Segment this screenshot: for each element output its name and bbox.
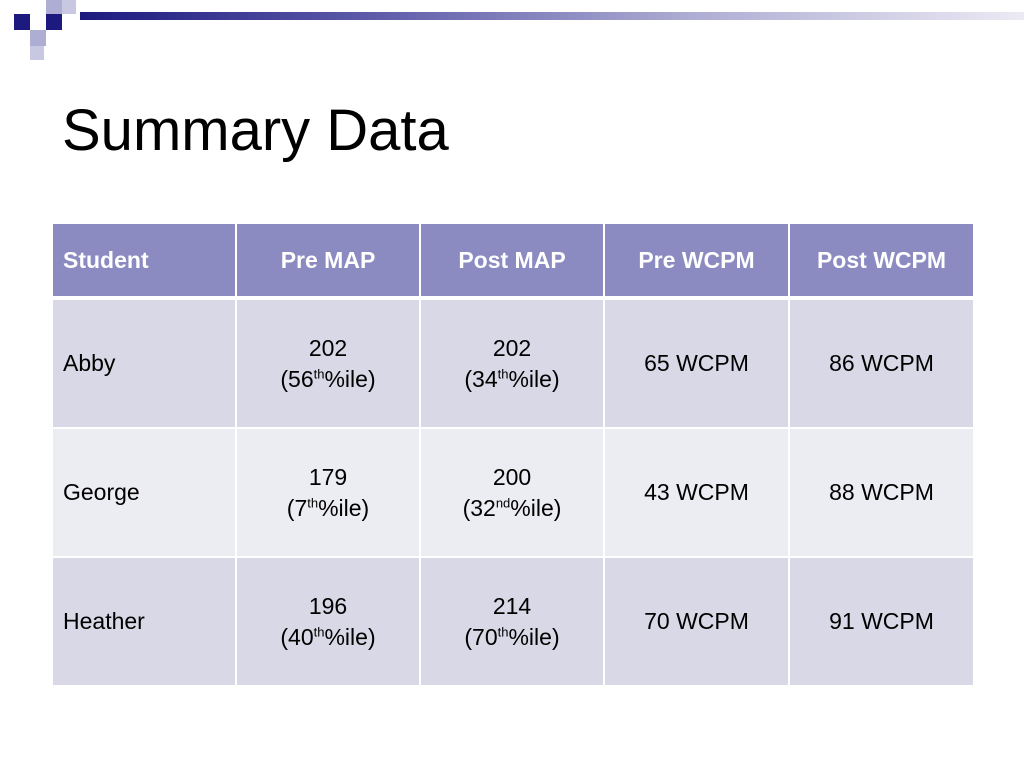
header-post-map: Post MAP (419, 222, 605, 299)
pre-map-percentile: (7th%ile) (286, 494, 370, 521)
top-gradient-bar (80, 12, 1024, 20)
slide-title: Summary Data (62, 98, 449, 163)
post-map-percentile: (34th%ile) (464, 365, 560, 392)
post-wcpm-cell: 86 WCPM (788, 297, 975, 429)
header-pre-map: Pre MAP (235, 222, 421, 299)
post-map-cell: 200 (32nd%ile) (419, 427, 605, 558)
post-wcpm-cell: 88 WCPM (788, 427, 975, 558)
post-map-score: 214 (492, 592, 532, 619)
post-map-percentile: (32nd%ile) (462, 494, 562, 521)
pre-map-cell: 196 (40th%ile) (235, 556, 421, 687)
pre-map-percentile: (40th%ile) (280, 623, 376, 650)
decorative-squares-banner (0, 0, 1024, 70)
deco-square (30, 46, 44, 60)
student-name: Abby (51, 297, 237, 429)
pre-map-percentile: (56th%ile) (280, 365, 376, 392)
pre-map-score: 196 (308, 592, 348, 619)
pre-wcpm-cell: 65 WCPM (603, 297, 790, 429)
header-student: Student (51, 222, 237, 299)
table-header-row: Student Pre MAP Post MAP Pre WCPM Post W… (51, 222, 975, 299)
pre-map-score: 202 (308, 334, 348, 361)
header-post-wcpm: Post WCPM (788, 222, 975, 299)
deco-square (14, 14, 30, 30)
deco-square (30, 30, 46, 46)
post-map-cell: 202 (34th%ile) (419, 297, 605, 429)
student-name: George (51, 427, 237, 558)
pre-map-cell: 202 (56th%ile) (235, 297, 421, 429)
pre-map-cell: 179 (7th%ile) (235, 427, 421, 558)
post-map-score: 202 (492, 334, 532, 361)
table-row: Abby 202 (56th%ile) 202 (34th%ile) 65 WC… (51, 297, 975, 429)
deco-square (46, 14, 62, 30)
header-pre-wcpm: Pre WCPM (603, 222, 790, 299)
post-map-cell: 214 (70th%ile) (419, 556, 605, 687)
table-row: George 179 (7th%ile) 200 (32nd%ile) 43 W… (51, 427, 975, 558)
post-map-score: 200 (492, 463, 532, 490)
post-map-percentile: (70th%ile) (464, 623, 560, 650)
table-row: Heather 196 (40th%ile) 214 (70th%ile) 70… (51, 556, 975, 687)
pre-wcpm-cell: 43 WCPM (603, 427, 790, 558)
summary-table: Student Pre MAP Post MAP Pre WCPM Post W… (51, 222, 975, 687)
student-name: Heather (51, 556, 237, 687)
deco-square (46, 0, 62, 16)
post-wcpm-cell: 91 WCPM (788, 556, 975, 687)
deco-square (62, 0, 76, 14)
pre-map-score: 179 (308, 463, 348, 490)
pre-wcpm-cell: 70 WCPM (603, 556, 790, 687)
